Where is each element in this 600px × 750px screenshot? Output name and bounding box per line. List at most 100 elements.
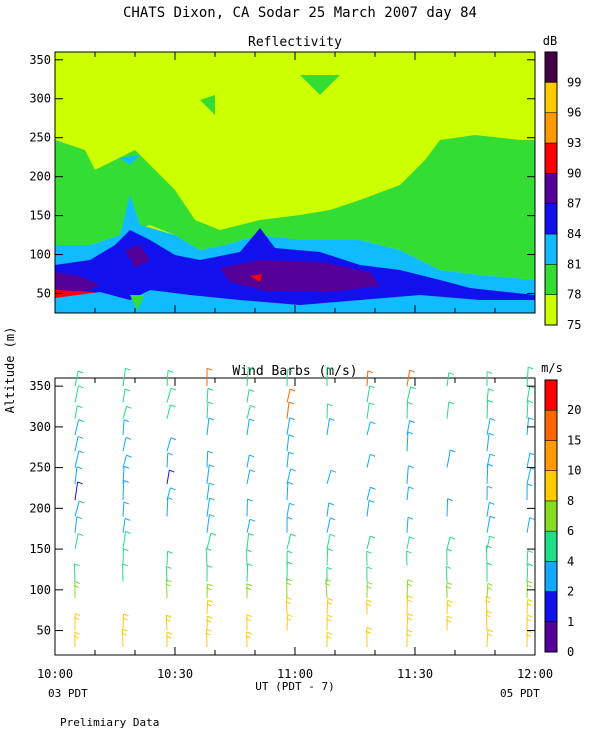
wind-barb xyxy=(445,565,452,582)
wind-barb xyxy=(406,595,413,615)
x-axis-label: UT (PDT - 7) xyxy=(255,680,334,693)
barb-staff xyxy=(246,469,251,485)
barb-flag xyxy=(487,629,494,633)
barb-flag xyxy=(369,402,375,406)
barb-flag xyxy=(407,595,413,599)
barb-flag xyxy=(207,583,213,587)
barb-flag xyxy=(74,563,80,567)
barb-flag xyxy=(209,514,215,517)
barb-staff xyxy=(486,629,489,647)
barb-staff xyxy=(526,563,529,582)
barb-staff xyxy=(74,419,80,436)
barb-staff xyxy=(486,433,490,452)
wind-barb xyxy=(245,614,253,631)
barb-staff xyxy=(166,437,172,452)
barb-flag xyxy=(207,615,213,619)
barb-staff xyxy=(406,420,411,436)
wind-barb xyxy=(326,366,333,387)
wind-barb xyxy=(326,614,333,631)
barb-flag xyxy=(526,618,532,622)
barb-staff xyxy=(122,518,126,533)
barb-flag xyxy=(407,401,413,405)
barb-flag xyxy=(165,618,171,622)
colorbar-label: 0 xyxy=(567,645,574,659)
y-axis-label: Altitude (m) xyxy=(3,327,17,414)
wind-barb xyxy=(74,370,84,387)
wind-barb xyxy=(206,615,213,631)
colorbar-label: 1 xyxy=(567,615,574,629)
colorbar-swatch xyxy=(544,294,558,326)
wind-barb xyxy=(73,613,81,631)
barb-flag xyxy=(121,632,127,636)
barb-staff xyxy=(486,516,491,533)
colorbar-label: 4 xyxy=(567,554,574,568)
wind-barb xyxy=(246,549,252,566)
wind-barb xyxy=(446,615,453,631)
barb-flag xyxy=(486,485,493,489)
barb-staff xyxy=(406,386,412,403)
barb-flag xyxy=(330,517,336,521)
wind-barb xyxy=(206,482,215,501)
colorbar-swatch xyxy=(544,233,558,265)
barb-flag xyxy=(527,400,534,404)
barb-staff xyxy=(166,487,171,501)
wind-barb xyxy=(286,369,293,387)
barb-flag xyxy=(488,432,495,436)
wind-barb xyxy=(526,483,533,501)
colorbar-swatch xyxy=(544,142,558,174)
windbarbs-title: Wind Barbs (m/s) xyxy=(232,364,357,379)
barb-flag xyxy=(170,487,176,491)
wind-barb xyxy=(286,614,293,631)
barb-flag xyxy=(526,584,532,588)
barb-staff xyxy=(486,388,489,403)
barb-flag xyxy=(408,486,414,490)
barb-flag xyxy=(526,603,532,606)
barb-flag xyxy=(324,582,331,586)
barb-flag xyxy=(207,450,213,454)
wind-barb xyxy=(526,517,535,533)
wind-barb xyxy=(246,469,256,485)
wind-barb xyxy=(366,581,373,598)
wind-barb xyxy=(486,370,493,387)
wind-barb xyxy=(286,388,296,403)
wind-barb xyxy=(446,498,453,517)
wind-barb xyxy=(446,548,452,566)
y-tick-label: 250 xyxy=(29,461,51,475)
barb-staff xyxy=(122,388,126,403)
barb-flag xyxy=(74,613,81,616)
x-tick-label: 11:30 xyxy=(397,667,433,681)
barb-staff xyxy=(286,417,291,436)
colorbar-unit-db: dB xyxy=(543,34,557,48)
contour-81db-top xyxy=(120,155,140,165)
barb-flag xyxy=(170,437,177,441)
wind-barb xyxy=(122,436,132,452)
barb-staff xyxy=(366,500,370,517)
barb-flag xyxy=(246,549,252,553)
barb-flag xyxy=(73,585,80,588)
barb-flag xyxy=(286,618,292,622)
wind-barb xyxy=(446,449,456,468)
barb-flag xyxy=(327,597,334,601)
wind-barb xyxy=(486,485,493,501)
barb-flag xyxy=(287,369,293,372)
barb-flag xyxy=(165,635,172,639)
barb-staff xyxy=(326,598,329,615)
barb-flag xyxy=(405,633,412,637)
colorbar-label: 8 xyxy=(567,494,574,508)
barb-staff xyxy=(446,401,450,419)
wind-barb xyxy=(446,401,455,419)
y-tick-label: 300 xyxy=(29,92,51,106)
barb-staff xyxy=(286,468,292,485)
wind-barb xyxy=(326,417,335,436)
barb-staff xyxy=(122,531,127,550)
wind-barb xyxy=(286,468,296,485)
barb-flag xyxy=(167,369,174,373)
barb-staff xyxy=(526,517,531,533)
wind-barb xyxy=(406,431,414,452)
colorbar-swatch xyxy=(544,112,558,144)
wind-barb xyxy=(74,516,82,533)
wind-barb xyxy=(122,405,132,419)
barb-flag xyxy=(249,418,255,422)
colorbar-label: 2 xyxy=(567,585,574,599)
barb-flag xyxy=(366,550,372,554)
